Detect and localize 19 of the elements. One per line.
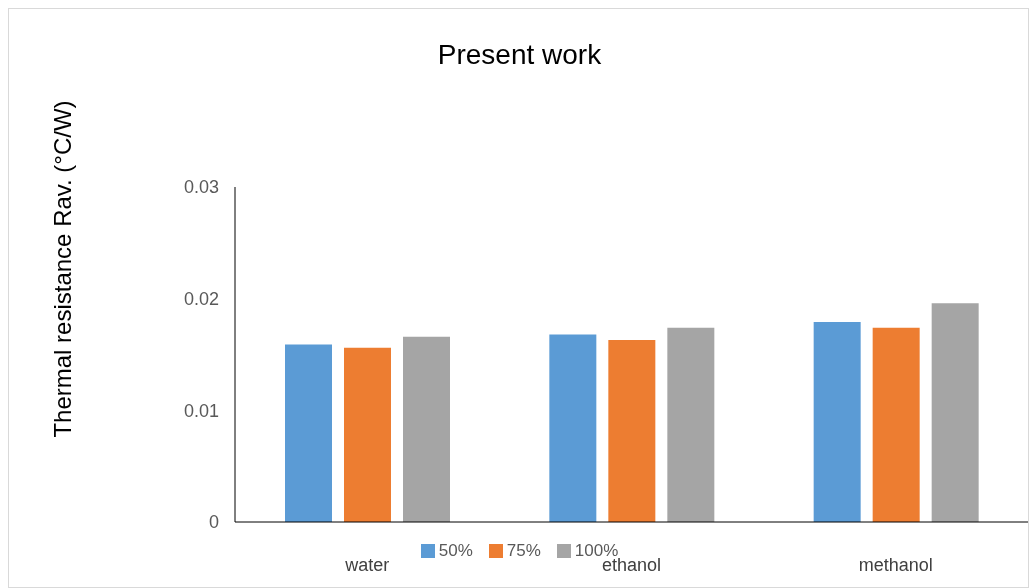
x-tick-label: water — [344, 554, 390, 575]
y-axis-title: Thermal resistance Rav. (°C/W) — [49, 100, 77, 438]
legend-label: 75% — [505, 541, 541, 561]
bar — [931, 303, 979, 522]
legend-label: 50% — [437, 541, 473, 561]
bar — [285, 344, 332, 522]
bar — [813, 322, 861, 522]
bar — [549, 334, 597, 522]
y-tick-label: 0.02 — [183, 289, 219, 310]
bar — [608, 339, 656, 522]
x-tick-label: methanol — [858, 554, 933, 575]
chart-title: Present work — [436, 39, 603, 71]
bar — [403, 336, 450, 522]
bar — [667, 327, 715, 522]
bar — [344, 347, 391, 522]
bar — [872, 327, 920, 522]
y-tick-label: 0 — [208, 512, 219, 533]
y-tick-label: 0.03 — [183, 177, 219, 198]
y-tick-label: 0.01 — [183, 400, 219, 421]
